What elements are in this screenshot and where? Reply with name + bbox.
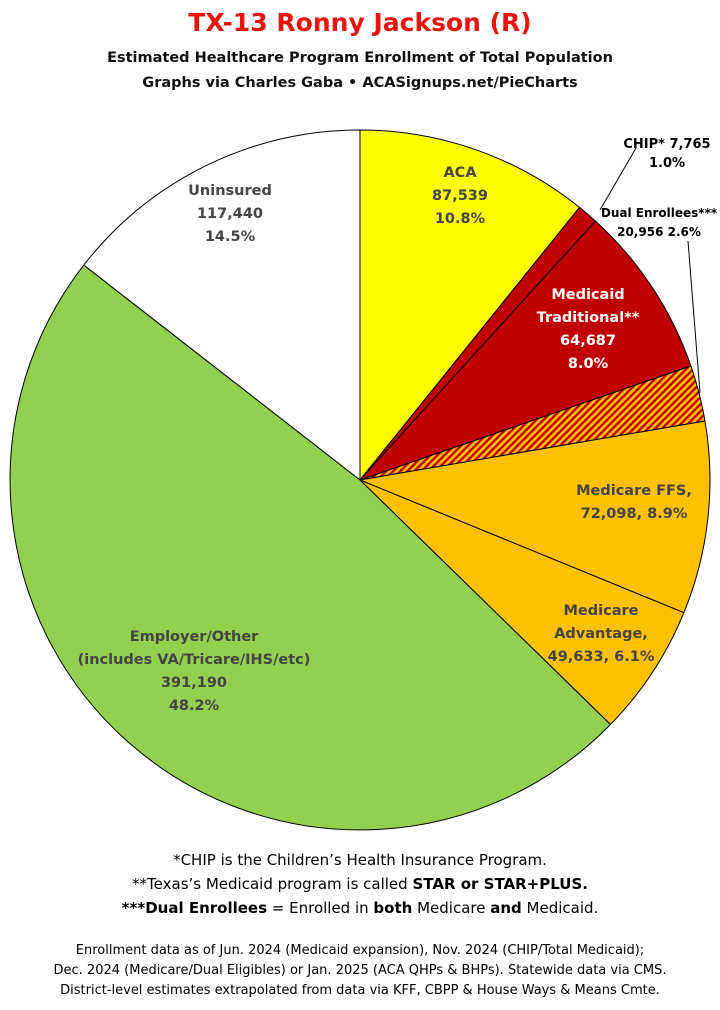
slice-label: Medicaid Traditional** 64,687 8.0%: [537, 287, 640, 372]
pie-slice-medicare-ffs: [359, 420, 711, 614]
slice-label: Medicare FFS, 72,098, 8.9%: [576, 483, 692, 522]
pie-slice-aca: [359, 129, 581, 481]
pie-slice-medicare-advantage: [359, 479, 685, 725]
slice-label: Dual Enrollees*** 20,956 2.6%: [601, 206, 718, 239]
pie-slice-medicaid-traditional: [359, 220, 692, 481]
source-line-1: Enrollment data as of Jun. 2024 (Medicai…: [75, 943, 645, 958]
source-line-2: Dec. 2024 (Medicare/Dual Eligibles) or J…: [53, 963, 667, 978]
slice-label: Employer/Other (includes VA/Tricare/IHS/e…: [78, 629, 311, 714]
footnote-medicaid: **Texas’s Medicaid program is called STA…: [132, 875, 588, 893]
leader-line: [599, 147, 637, 211]
chart-credit: Graphs via Charles Gaba • ACASignups.net…: [142, 75, 578, 91]
pie-chart: ACA 87,539 10.8% CHIP* 7,765 1.0% Medicaid Tra…: [9, 129, 718, 831]
slice-label: Medicare Advantage, 49,633, 6.1%: [548, 603, 655, 665]
slice-label: ACA 87,539 10.8%: [432, 165, 488, 227]
chart-title: TX-13 Ronny Jackson (R): [188, 8, 532, 37]
pie-slice-employer-other-includes-va-tricare-ihs-etc: [9, 264, 611, 831]
slice-label: Uninsured 117,440 14.5%: [188, 183, 272, 245]
slice-label: CHIP* 7,765 1.0%: [623, 137, 710, 171]
leader-line: [687, 240, 701, 394]
chart-subtitle: Estimated Healthcare Program Enrollment …: [107, 50, 613, 66]
pie-slice-uninsured: [83, 129, 361, 481]
footnote-chip: *CHIP is the Children’s Health Insurance…: [173, 851, 547, 869]
footnote-dual: ***Dual Enrollees = Enrolled in both Med…: [121, 899, 599, 917]
source-line-3: District-level estimates extrapolated fr…: [60, 983, 660, 998]
